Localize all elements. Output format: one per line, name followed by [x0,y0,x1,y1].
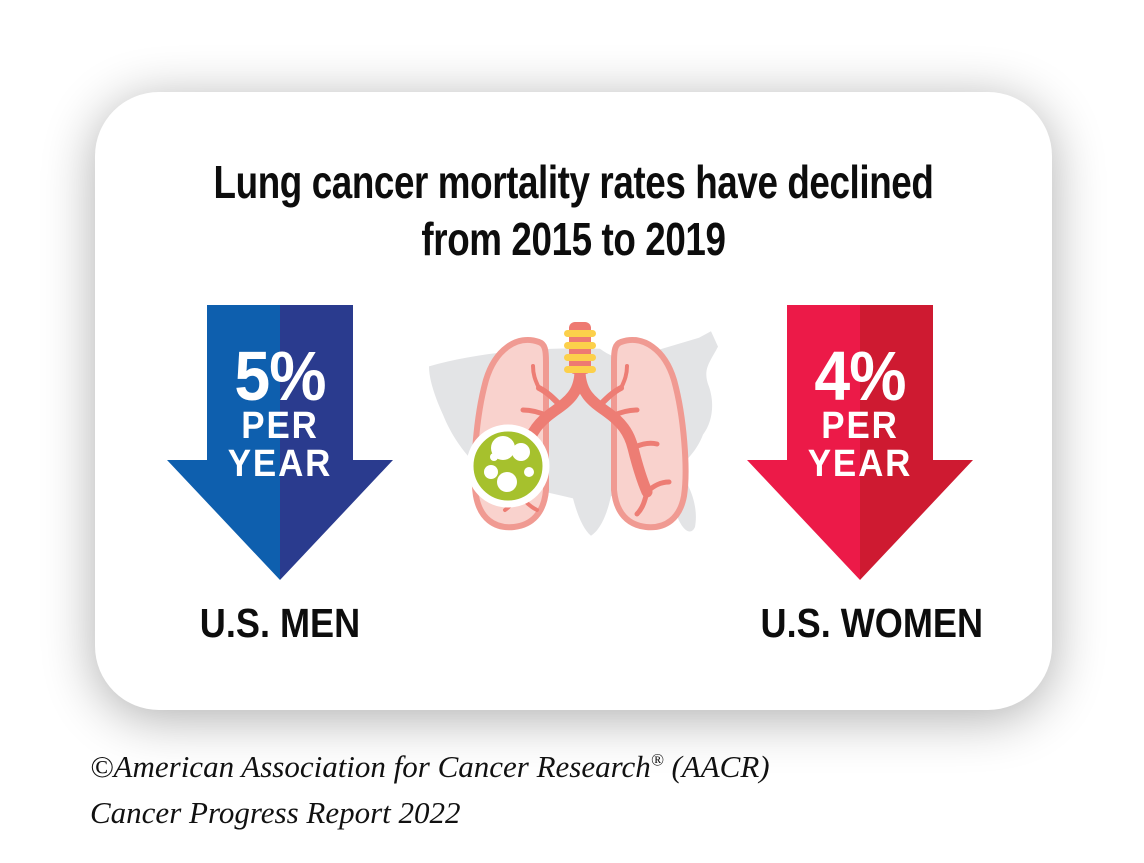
men-rate-value: 5% [234,337,326,415]
men-group-label: U.S. MEN [199,600,361,646]
infographic-card: Lung cancer mortality rates have decline… [95,92,1052,710]
tumor-spot [490,453,498,461]
tumor-spot [512,443,530,461]
lungs-over-us-map-icon [429,322,718,536]
men-year-label: YEAR [227,443,333,485]
down-arrow-icon [747,305,973,580]
chart-title-line-2: from 2015 to 2019 [421,213,726,265]
men-rate-text: 5% PER YEAR [176,337,384,485]
attribution-line-1: ©American Association for Cancer Researc… [90,744,770,790]
women-rate-value: 4% [814,337,906,415]
trachea-band [564,330,596,337]
men-arrow-right-half [280,305,393,580]
tumor-spot [524,467,534,477]
women-year-label: YEAR [807,443,913,485]
chart-title-line-1: Lung cancer mortality rates have decline… [213,156,934,208]
chart-title: Lung cancer mortality rates have decline… [191,154,957,268]
trachea-band [564,366,596,373]
trachea-band [564,342,596,349]
registered-trademark-symbol: ® [650,750,664,770]
trachea-band [564,354,596,361]
women-arrow-left-half [747,305,860,580]
tumor-spot [497,472,517,492]
tumor-spot [491,436,515,460]
men-per-label: PER [241,405,319,447]
men-arrow-left-half [167,305,280,580]
women-decline-arrow: 4% PER YEAR [747,305,973,580]
women-rate-text: 4% PER YEAR [756,337,964,485]
men-decline-arrow: 5% PER YEAR [167,305,393,580]
attribution-org: ©American Association for Cancer Researc… [90,749,651,784]
down-arrow-icon [167,305,393,580]
women-arrow-right-half [860,305,973,580]
women-group-label: U.S. WOMEN [760,600,984,646]
women-per-label: PER [821,405,899,447]
attribution-line-2: Cancer Progress Report 2022 [90,795,461,830]
attribution: ©American Association for Cancer Researc… [90,744,770,836]
tumor-spot [484,465,498,479]
tumor [466,424,550,508]
attribution-acronym: (AACR) [663,749,770,784]
lungs-us-map-illustration [415,320,745,550]
